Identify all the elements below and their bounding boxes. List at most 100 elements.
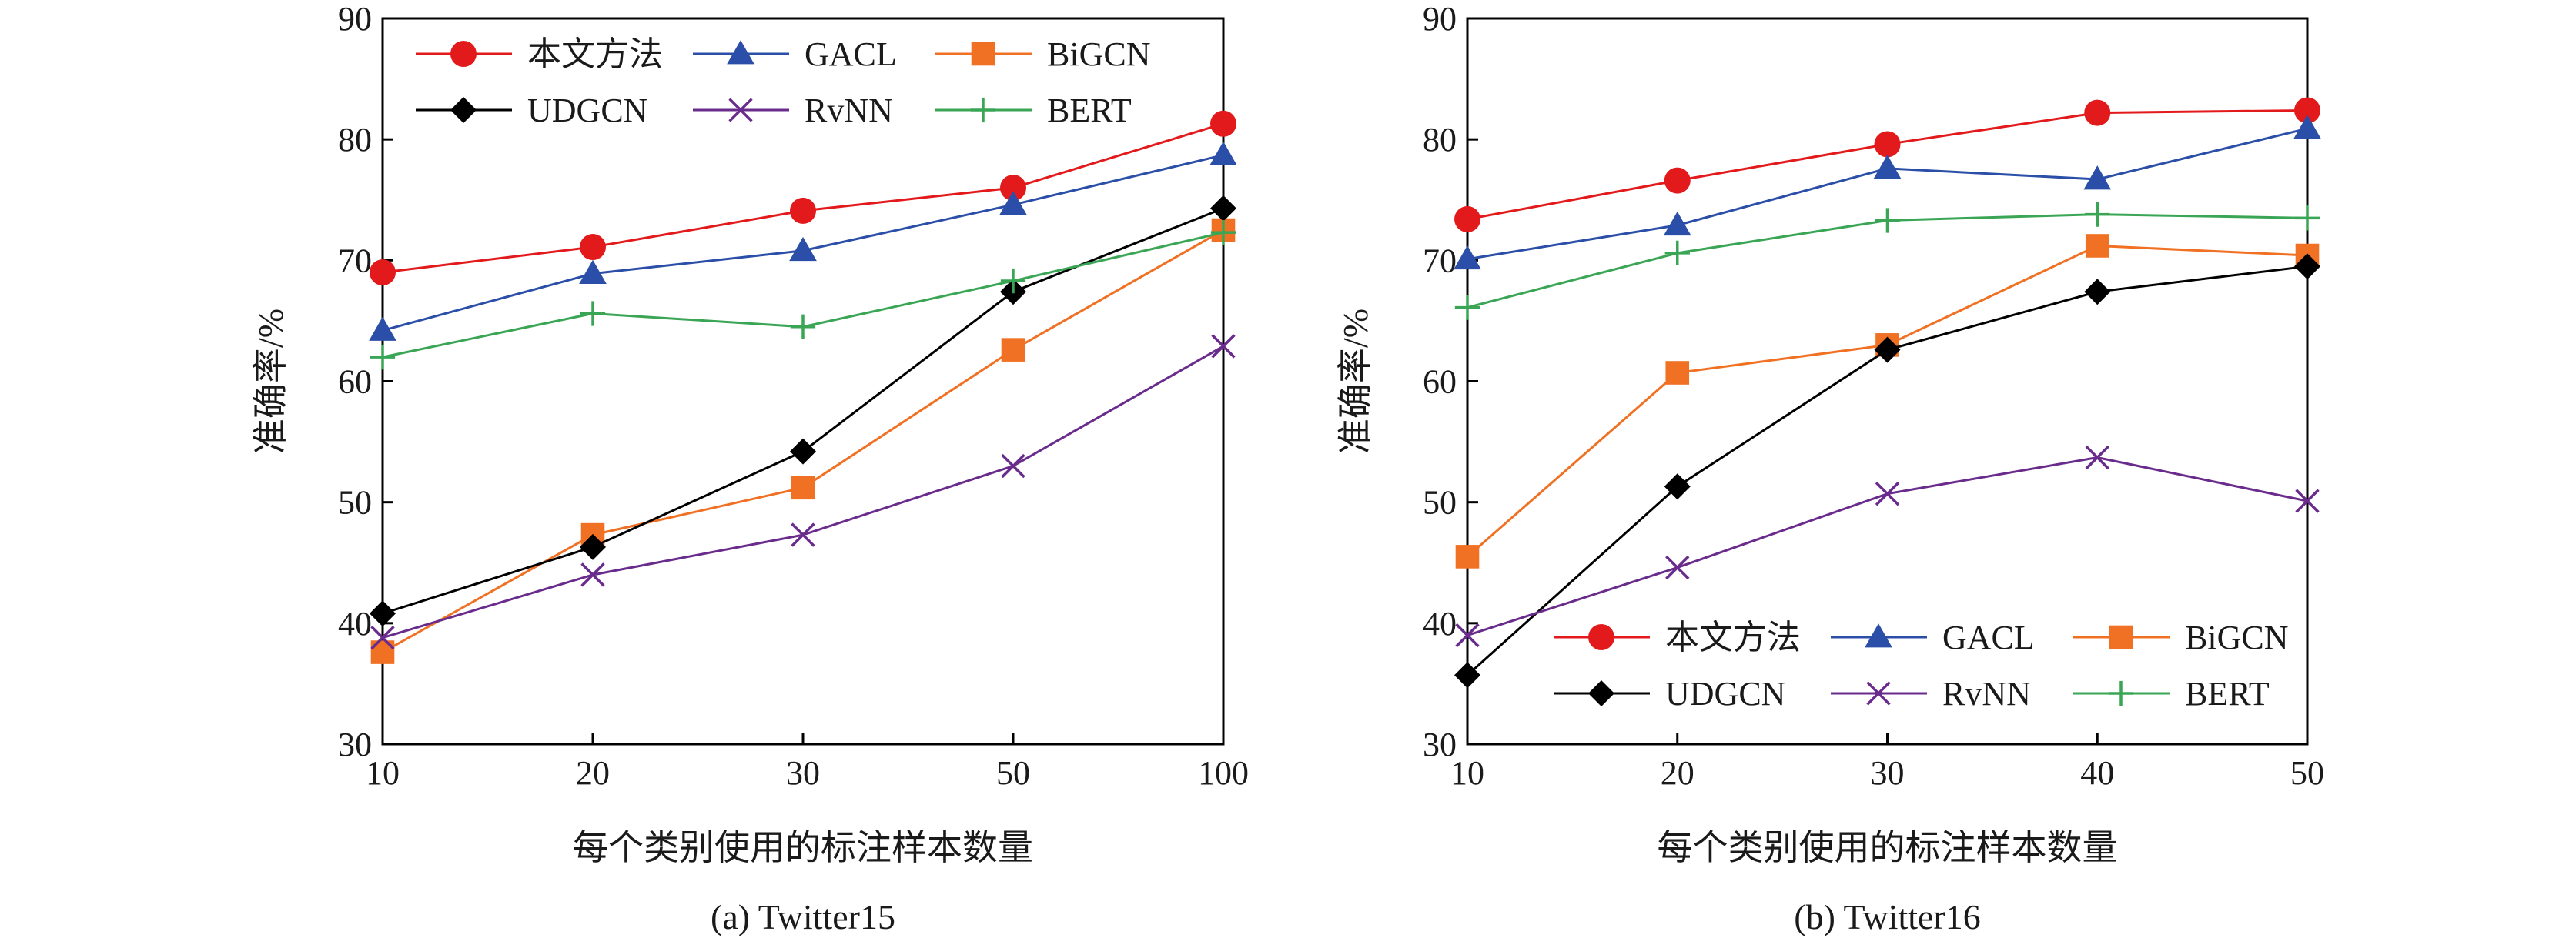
series-RvNN [1455, 445, 2320, 648]
legend-marker [2108, 680, 2134, 706]
legend-item: 本文方法 [416, 35, 663, 73]
data-point [1000, 268, 1026, 294]
data-point [2084, 99, 2111, 126]
data-point [1874, 131, 1901, 158]
data-point [2083, 165, 2112, 190]
data-point [1209, 141, 1237, 165]
legend-item: BiGCN [2073, 619, 2288, 656]
legend-marker [1865, 623, 1892, 648]
legend-label: RvNN [805, 92, 893, 129]
data-point [1875, 208, 1900, 233]
legend-label: GACL [1942, 619, 2035, 656]
legend-item: RvNN [693, 92, 893, 129]
legend-label: 本文方法 [527, 35, 663, 73]
data-point [1454, 205, 1480, 232]
legend-marker [2109, 625, 2133, 649]
legend-label: UDGCN [1665, 675, 1785, 713]
data-point [370, 640, 395, 664]
data-point [2294, 97, 2320, 124]
y-tick-label: 50 [1423, 484, 1457, 522]
data-point [1455, 623, 1480, 648]
y-tick-label: 30 [338, 726, 372, 763]
y-tick-label: 90 [338, 0, 372, 38]
legend: 本文方法 GACL BiGCN UDGCN RvNN BERT [416, 35, 1150, 129]
legend-label: GACL [805, 35, 897, 73]
data-point [1455, 545, 1480, 569]
data-point [999, 191, 1027, 215]
legend-marker [450, 97, 477, 123]
legend-label: 本文方法 [1665, 619, 1801, 656]
legend-item: UDGCN [416, 92, 647, 129]
data-point [580, 562, 605, 587]
data-point [2085, 234, 2109, 258]
data-point [1210, 110, 1236, 137]
legend-label: BERT [2185, 675, 2270, 713]
data-point [2294, 253, 2320, 280]
chart-panel-b: 30 40 50 60 70 80 90 10 20 30 40 50 每个类别使用的标注样本数量 准确率… [1336, 0, 2324, 936]
x-axis-title: 每个类别使用的标注样本数量 [1658, 828, 2118, 867]
chart-panel-a: 30 40 50 60 70 80 90 10 20 30 50 100 每个类别使用的标注样本数量 准确… [251, 0, 1249, 936]
series-line [1466, 265, 2308, 676]
legend-marker [970, 97, 996, 123]
legend-item: RvNN [1831, 675, 2031, 713]
data-point [1664, 240, 1690, 266]
data-point [1665, 555, 1690, 580]
data-point [790, 314, 816, 339]
series-BERT [370, 220, 1236, 370]
y-tick-label: 40 [1423, 605, 1457, 643]
y-axis-title: 准确率/% [251, 309, 290, 454]
x-tick-label: 30 [786, 754, 820, 792]
legend-label: BiGCN [1047, 35, 1150, 73]
legend-marker [727, 40, 754, 65]
legend: 本文方法 GACL BiGCN UDGCN RvNN BERT [1554, 619, 2288, 713]
series-UDGCN [1454, 253, 2320, 689]
data-point [1664, 167, 1691, 194]
x-tick-label: 50 [996, 754, 1030, 792]
data-point [2084, 279, 2111, 305]
legend-label: BERT [1047, 92, 1132, 129]
legend-marker [450, 41, 477, 67]
data-point [1001, 338, 1025, 362]
legend-item: BiGCN [935, 35, 1150, 73]
data-point [1873, 155, 1902, 179]
data-point [370, 626, 395, 650]
data-point [1874, 336, 1901, 363]
legend-item: GACL [693, 35, 897, 73]
y-tick-label: 80 [338, 121, 372, 159]
data-point [2294, 205, 2320, 231]
data-point [1875, 481, 1900, 506]
data-point [579, 259, 607, 285]
legend-marker [728, 98, 753, 122]
series-BiGCN [1455, 234, 2320, 569]
data-point [370, 259, 396, 286]
panel-caption: (a) Twitter15 [711, 897, 895, 936]
data-point [580, 533, 606, 560]
legend-item: 本文方法 [1554, 619, 1801, 656]
x-tick-label: 50 [2290, 754, 2324, 792]
data-point [1454, 245, 1481, 270]
legend-item: GACL [1831, 619, 2035, 656]
data-point [1454, 295, 1480, 320]
data-point [790, 197, 816, 224]
legend-marker [1866, 681, 1891, 706]
y-tick-label: 70 [338, 242, 372, 279]
data-point [1001, 453, 1025, 479]
x-tick-label: 20 [1661, 754, 1694, 792]
data-point [791, 476, 815, 500]
data-point [790, 438, 816, 465]
y-tick-label: 50 [338, 484, 372, 522]
data-point [1210, 195, 1236, 222]
series-line [1467, 244, 2308, 558]
data-point [1664, 473, 1691, 500]
y-tick-label: 60 [1423, 363, 1457, 401]
data-point [791, 522, 815, 547]
legend-item: UDGCN [1554, 675, 1785, 713]
series-line [382, 207, 1224, 615]
y-axis-title: 准确率/% [1336, 309, 1375, 454]
y-tick-label: 30 [1423, 726, 1457, 763]
legend-label: RvNN [1942, 675, 2031, 713]
series-GACL [1454, 115, 2321, 270]
x-tick-label: 30 [1871, 754, 1905, 792]
y-tick-label: 40 [338, 605, 372, 643]
